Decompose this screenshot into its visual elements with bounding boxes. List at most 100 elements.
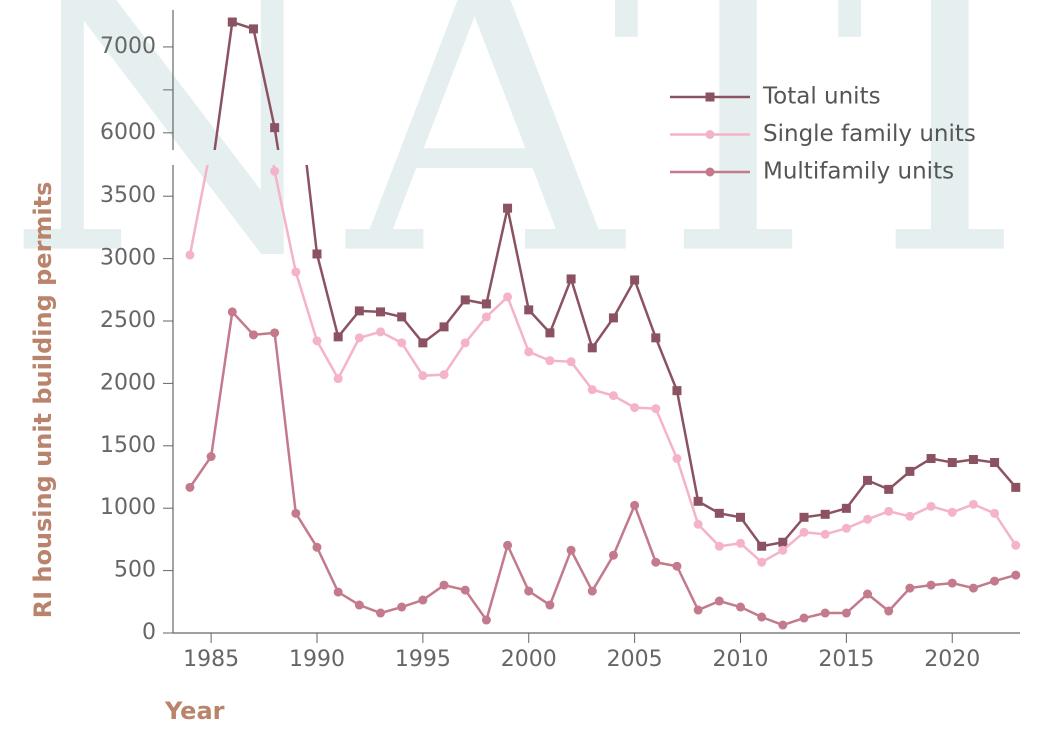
y-tick-label: 2500 [100,308,156,333]
point [990,458,1000,468]
y-tick-label: 6000 [100,120,156,145]
y-tick-label: 3000 [100,246,156,271]
point [926,454,936,464]
point [608,550,618,560]
point [608,313,618,323]
point [884,606,894,616]
point [693,519,703,529]
series-line [305,165,1017,548]
point [270,166,280,176]
point [820,509,830,519]
point [778,537,788,547]
point [630,403,640,413]
point [841,608,851,618]
point [545,356,555,366]
point [714,596,724,606]
point [439,370,449,380]
point [248,24,258,34]
point [947,507,957,517]
point [630,500,640,510]
point [863,475,873,485]
y-tick-label: 1000 [100,495,156,520]
point [566,357,576,367]
point [524,305,534,315]
point [376,327,386,337]
point [735,602,745,612]
point [503,203,513,213]
point [630,275,640,285]
x-tick-label: 2005 [607,647,663,672]
x-tick-label: 2015 [818,647,874,672]
y-tick-label: 3500 [100,183,156,208]
legend-label: Total units [762,84,881,110]
y-tick-label: 1500 [100,433,156,458]
point [884,506,894,516]
panel-series [305,165,1021,551]
point [735,512,745,522]
point [185,482,195,492]
series-line [188,165,1017,564]
point [397,312,407,322]
point [566,545,576,555]
point [1011,570,1021,580]
point [354,600,364,610]
point [672,454,682,464]
point [418,338,428,348]
point [841,523,851,533]
point [503,292,513,302]
point [672,561,682,571]
point [354,306,364,316]
point [460,295,470,305]
point [905,466,915,476]
point [990,508,1000,518]
point [757,612,767,622]
point [947,578,957,588]
point [376,307,386,317]
point [206,452,216,462]
point [672,386,682,396]
point [757,541,767,551]
point [820,608,830,618]
panel-series [185,165,1021,567]
point [418,371,428,381]
point [503,540,513,550]
point [397,602,407,612]
point [481,312,491,322]
point [291,508,301,518]
point [778,545,788,555]
point [397,338,407,348]
x-tick-label: 2000 [501,647,557,672]
point [757,557,767,567]
x-tick-label: 1990 [289,647,345,672]
point [270,328,280,338]
point [587,586,597,596]
point [884,484,894,494]
legend-marker [705,130,715,139]
point [439,322,449,332]
legend-marker [705,167,715,177]
point [693,496,703,506]
point [312,249,322,259]
point [312,336,322,346]
point [735,538,745,548]
y-tick-label: 2000 [100,370,156,395]
point [651,404,661,414]
point [968,455,978,465]
point [714,541,724,551]
point [481,299,491,309]
watermark: NATI [5,0,1035,339]
point [968,499,978,509]
x-tick-label: 1985 [183,647,239,672]
point [333,587,343,597]
point [587,385,597,395]
point [863,514,873,524]
point [481,615,491,625]
point [354,333,364,343]
point [333,374,343,384]
point [841,503,851,513]
point [291,267,301,277]
x-tick-label: 2020 [924,647,980,672]
point [905,511,915,521]
point [990,576,1000,586]
